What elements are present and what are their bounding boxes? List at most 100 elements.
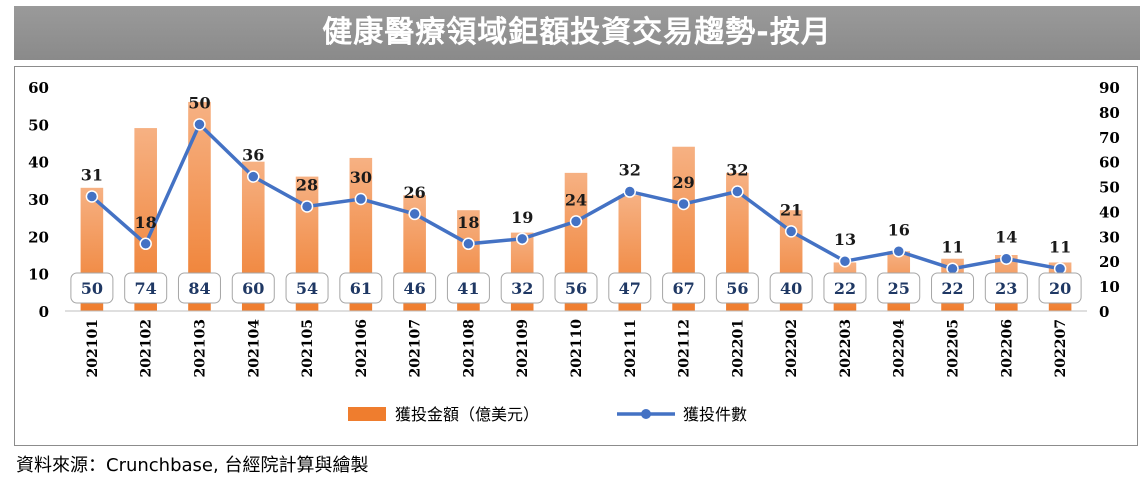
count-data-label: 32 (511, 279, 533, 298)
line-point (731, 185, 744, 198)
x-tick-label: 202102 (139, 319, 155, 377)
y-left-tick-label: 50 (28, 116, 49, 134)
count-data-label: 46 (403, 279, 425, 298)
line-point (838, 254, 852, 268)
line-point (515, 232, 529, 246)
count-label-box (715, 272, 759, 304)
line-point (462, 237, 475, 251)
count-data-label: 56 (565, 279, 587, 298)
bar-data-label: 19 (511, 208, 533, 227)
x-tick-label: 202205 (946, 319, 962, 377)
y-right-tick-label: 0 (1099, 303, 1109, 321)
x-tick-label: 202103 (192, 319, 208, 377)
line-point (623, 185, 637, 198)
x-tick-label: 202111 (623, 319, 639, 377)
y-right-tick-label: 90 (1099, 79, 1120, 97)
legend-line-marker (641, 409, 651, 419)
y-right-tick-label: 30 (1099, 228, 1120, 246)
y-right-tick-label: 80 (1099, 104, 1120, 122)
y-left-tick-label: 40 (28, 154, 49, 172)
count-label-box (554, 272, 598, 304)
y-left-tick-label: 60 (28, 79, 49, 97)
chart-frame: 0 10 20 30 40 50 60 0 10 20 30 40 50 60 70 80 90 31 18 50 36… (14, 66, 1138, 446)
count-data-label: 20 (1049, 279, 1071, 298)
y-left-tick-label: 20 (28, 228, 49, 246)
bar-data-label: 29 (672, 173, 694, 192)
count-data-label: 40 (780, 279, 802, 298)
legend-line-label: 獲投件數 (683, 405, 747, 424)
count-label-box (393, 272, 437, 304)
count-data-label: 22 (941, 279, 963, 298)
y-left-tick-label: 10 (28, 266, 49, 284)
line-point (892, 245, 905, 258)
bar (672, 146, 695, 311)
y-right-tick-label: 10 (1099, 278, 1120, 296)
line-point (677, 197, 690, 211)
x-tick-label: 202101 (85, 319, 101, 377)
bar-data-label: 11 (1049, 238, 1071, 257)
bar-data-label: 36 (242, 146, 264, 165)
bar-data-label: 30 (350, 168, 372, 187)
count-data-label: 84 (188, 279, 210, 298)
x-tick-label: 202108 (461, 319, 477, 377)
count-label-box (1038, 272, 1082, 304)
count-data-label: 61 (350, 279, 372, 298)
x-tick-label: 202112 (677, 319, 693, 377)
bar-data-label: 14 (995, 228, 1017, 247)
title-bar: 健康醫療領域鉅額投資交易趨勢-按月 (14, 6, 1140, 60)
legend-bar-label: 獲投金額（億美元） (395, 405, 539, 424)
bar-data-label: 18 (457, 213, 479, 232)
count-label-box (70, 272, 114, 304)
count-data-label: 50 (81, 279, 103, 298)
bar-data-label: 28 (296, 175, 318, 194)
count-data-label: 54 (296, 279, 318, 298)
count-label-box (931, 272, 975, 304)
line-point (139, 237, 152, 251)
count-data-label: 23 (995, 279, 1017, 298)
line-point (193, 118, 206, 131)
bar-data-label: 21 (780, 200, 802, 219)
count-label-box (877, 272, 921, 304)
y-right-tick-label: 50 (1099, 179, 1120, 197)
y-right-tick-label: 20 (1099, 253, 1120, 271)
bar-data-label: 32 (726, 161, 748, 180)
bar-data-label: 31 (81, 166, 103, 185)
y-left-tick-label: 0 (39, 303, 49, 321)
count-label-box (177, 272, 221, 304)
count-data-label: 22 (834, 279, 856, 298)
count-label-box (500, 272, 544, 304)
count-data-label: 56 (726, 279, 748, 298)
line-point (569, 215, 583, 228)
legend-bar-swatch (348, 407, 386, 421)
chart-svg: 0 10 20 30 40 50 60 0 10 20 30 40 50 60 70 80 90 31 18 50 36… (28, 79, 1120, 424)
bar-data-label: 11 (941, 238, 963, 257)
count-data-label: 60 (242, 279, 264, 298)
line-point (354, 192, 368, 206)
x-tick-label: 202203 (838, 319, 854, 377)
bar-data-label: 24 (565, 190, 587, 209)
bar-data-label: 18 (135, 213, 157, 232)
x-tick-label: 202107 (408, 319, 424, 377)
line-point (85, 190, 99, 203)
x-tick-label: 202206 (999, 319, 1015, 377)
count-label-box (231, 272, 275, 304)
x-tick-label: 202207 (1053, 319, 1069, 377)
line-point (784, 225, 798, 238)
x-tick-label: 202109 (515, 319, 531, 377)
x-tick-label: 202110 (569, 319, 585, 378)
y-right-tick-label: 60 (1099, 154, 1120, 172)
x-tick-label: 202105 (300, 319, 316, 377)
bar-data-label: 32 (619, 161, 641, 180)
y-right-tick-label: 40 (1099, 203, 1120, 221)
count-data-label: 25 (888, 279, 910, 298)
count-label-box (984, 272, 1028, 304)
source-note: 資料來源：Crunchbase, 台經院計算與繪製 (16, 455, 369, 476)
count-label-box (662, 272, 706, 304)
line-point (247, 170, 260, 183)
bar-data-label: 16 (888, 220, 910, 239)
count-label-box (285, 272, 329, 304)
count-label-box (608, 272, 652, 304)
count-data-label: 41 (457, 279, 479, 298)
x-tick-label: 202204 (892, 319, 908, 378)
y-left-tick-label: 30 (28, 191, 49, 209)
